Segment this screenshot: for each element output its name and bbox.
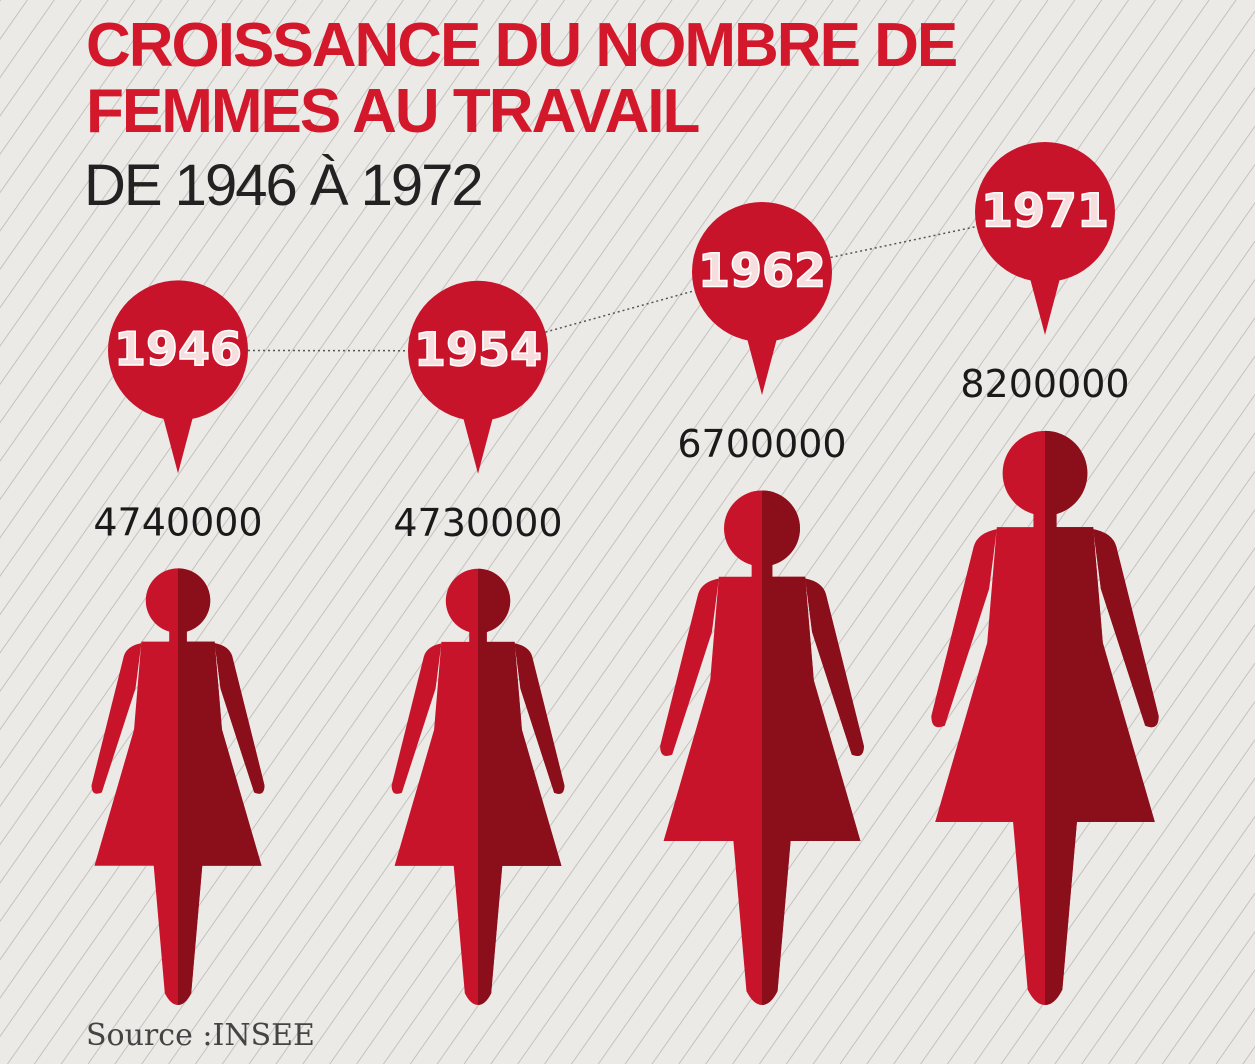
year-label: 1954 — [414, 322, 542, 376]
value-label: 4740000 — [93, 500, 262, 544]
year-label: 1962 — [698, 244, 826, 298]
title-line: CROISSANCE DU NOMBRE DE — [86, 11, 956, 80]
chart-subtitle: DE 1946 À 1972 — [84, 153, 482, 218]
year-label: 1946 — [114, 322, 242, 376]
year-label: 1971 — [981, 184, 1109, 238]
chart: CROISSANCE DU NOMBRE DEFEMMES AU TRAVAIL… — [0, 0, 1255, 1064]
title-line: FEMMES AU TRAVAIL — [86, 77, 698, 146]
value-label: 4730000 — [393, 501, 562, 545]
value-label: 8200000 — [960, 362, 1129, 406]
page: {"chart_data": {"type": "pictograph", "t… — [0, 0, 1255, 1064]
source: Source :INSEE — [86, 1018, 315, 1053]
value-label: 6700000 — [677, 422, 846, 466]
